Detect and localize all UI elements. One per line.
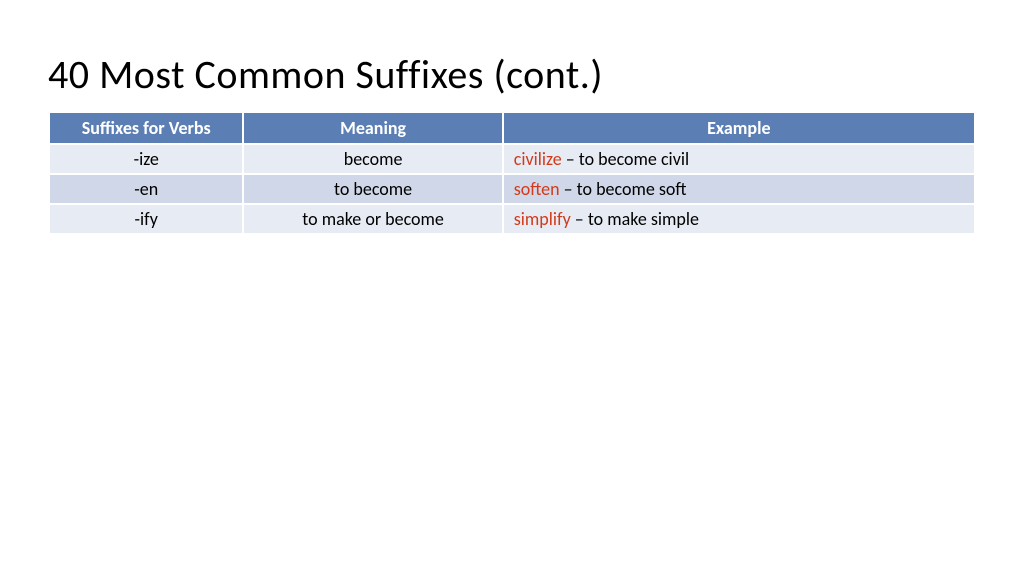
example-rest: – to become civil	[562, 148, 689, 170]
example-word: simplify	[514, 208, 571, 230]
col-header-meaning: Meaning	[243, 112, 502, 144]
cell-suffix: -en	[49, 174, 243, 204]
table-row: -en to become soften – to become soft	[49, 174, 975, 204]
col-header-example: Example	[503, 112, 975, 144]
cell-suffix: -ify	[49, 204, 243, 234]
cell-example: simplify – to make simple	[503, 204, 975, 234]
table-row: -ify to make or become simplify – to mak…	[49, 204, 975, 234]
cell-meaning: to make or become	[243, 204, 502, 234]
cell-example: civilize – to become civil	[503, 144, 975, 174]
cell-example: soften – to become soft	[503, 174, 975, 204]
table-header-row: Suffixes for Verbs Meaning Example	[49, 112, 975, 144]
cell-meaning: to become	[243, 174, 502, 204]
example-rest: – to make simple	[571, 208, 699, 230]
cell-meaning: become	[243, 144, 502, 174]
suffix-table: Suffixes for Verbs Meaning Example -ize …	[48, 111, 976, 235]
col-header-suffix: Suffixes for Verbs	[49, 112, 243, 144]
page-title: 40 Most Common Suffixes (cont.)	[48, 50, 976, 99]
example-word: civilize	[514, 148, 562, 170]
example-word: soften	[514, 178, 560, 200]
table-row: -ize become civilize – to become civil	[49, 144, 975, 174]
cell-suffix: -ize	[49, 144, 243, 174]
example-rest: – to become soft	[560, 178, 687, 200]
